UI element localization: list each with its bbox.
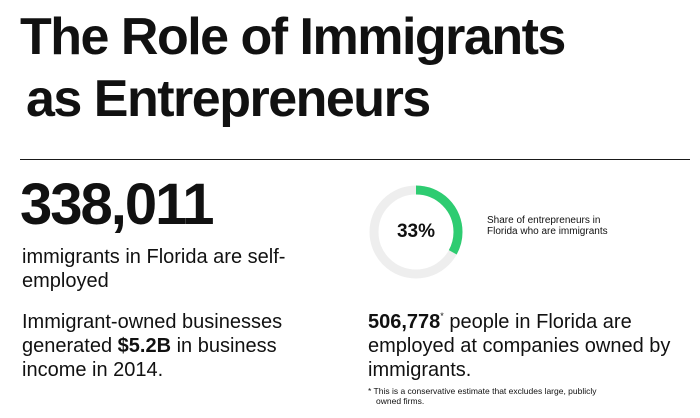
donut-filled-arc bbox=[369, 185, 463, 279]
employed-count: 506,778 bbox=[368, 311, 441, 333]
footnote-line-2: owned firms. bbox=[376, 396, 425, 406]
employed-description: people in Florida are employed at compan… bbox=[368, 311, 671, 381]
business-income-text: Immigrant-owned businesses generated $5.… bbox=[22, 310, 322, 382]
employed-footnote-marker: * bbox=[440, 311, 444, 321]
business-income-amount: $5.2B bbox=[117, 335, 172, 357]
page-title: The Role of Immigrants as Entrepreneurs bbox=[20, 6, 566, 130]
self-employed-count: 338,011 bbox=[20, 172, 214, 237]
employed-text: 506,778* people in Florida are employed … bbox=[368, 310, 698, 382]
title-line-1: The Role of Immigrants bbox=[20, 8, 566, 66]
divider bbox=[20, 159, 690, 160]
footnote-line-1: This is a conservative estimate that exc… bbox=[373, 386, 597, 396]
footnote-marker: * bbox=[368, 386, 372, 396]
share-percent: 33% bbox=[396, 221, 436, 242]
self-employed-label: immigrants in Florida are self-employed bbox=[22, 246, 286, 292]
title-line-2: as Entrepreneurs bbox=[26, 70, 431, 128]
footnote: * This is a conservative estimate that e… bbox=[368, 386, 638, 406]
share-description: Share of entrepreneurs in Florida who ar… bbox=[487, 215, 608, 237]
share-donut-chart bbox=[369, 185, 463, 279]
business-income-prefix: Immigrant-owned businesses generated bbox=[22, 311, 283, 357]
business-income-suffix: in business income in 2014. bbox=[22, 335, 277, 381]
